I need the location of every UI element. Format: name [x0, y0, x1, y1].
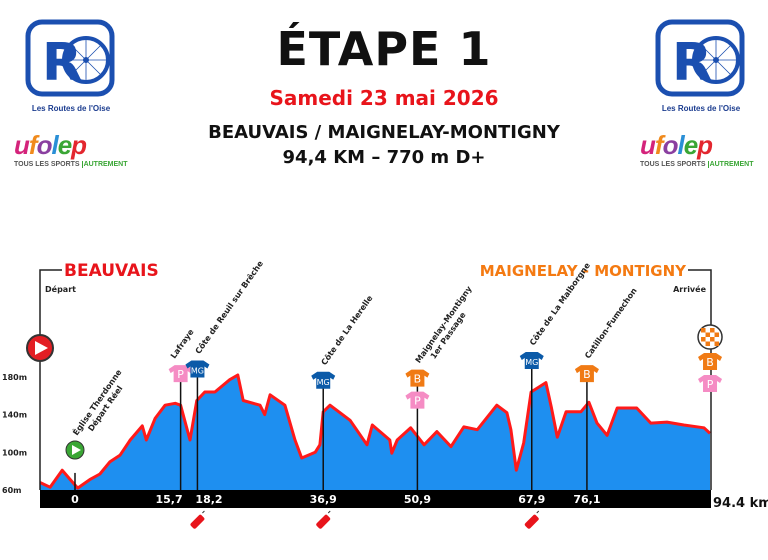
jersey-letter: P — [707, 378, 714, 391]
waypoint-label-line: Catillon-Fumechon — [583, 286, 639, 360]
points-jersey-icon: P — [698, 375, 723, 392]
profile-line — [39, 373, 712, 490]
jersey-shape — [405, 369, 430, 387]
profile-area — [40, 375, 711, 490]
jersey-shape — [168, 365, 193, 383]
jersey-shape — [185, 360, 210, 378]
flag-check — [714, 332, 720, 337]
bottle-cap — [202, 510, 205, 514]
start-town: BEAUVAIS — [64, 261, 159, 281]
jersey-shape — [519, 351, 544, 369]
ufolep-logo-left: ufolep TOUS LES SPORTS AUTREMENT — [14, 130, 128, 168]
waypoint-label: Église TherdonneDépart Réel — [70, 366, 132, 443]
waypoint-label: Catillon-Fumechon — [583, 286, 639, 360]
feed-zone-bottle-icon — [524, 510, 540, 529]
stage-distance: 94,4 KM – 770 m D+ — [282, 147, 486, 168]
organizer-name-left: Les Routes de l'Oise — [31, 104, 111, 113]
x-tick-label: 18,2 — [195, 493, 222, 506]
x-tick-label: 0 — [71, 493, 79, 506]
jersey-letter: P — [177, 368, 184, 381]
waypoint-label-line: Côte de La Herelle — [319, 293, 375, 367]
points-jersey-icon: P — [405, 391, 430, 409]
waypoint-label-line: Lafraye — [169, 327, 196, 360]
jersey-shape — [311, 371, 336, 389]
jersey-shape — [574, 365, 599, 383]
flag-check — [710, 337, 715, 342]
flag-arrow — [72, 445, 81, 455]
total-distance-label: 94.4 km — [713, 496, 768, 511]
jersey-letter: MG — [317, 378, 330, 387]
mountain-jersey-icon: MG — [311, 371, 336, 389]
x-tick-label: 36,9 — [310, 493, 337, 506]
waypoint-label-line: Côte de Reuil sur Brêche — [193, 258, 265, 355]
jersey-letter: MG — [191, 366, 204, 375]
bonus-jersey-icon: B — [405, 369, 430, 387]
bottle-cap — [327, 510, 331, 514]
distance-axis-bar — [40, 490, 711, 508]
x-tick-label: 50,9 — [404, 493, 431, 506]
mountain-jersey-icon: MG — [185, 360, 210, 378]
rd-wheel-logo-icon: R — [655, 19, 745, 97]
ufolep-tagline: TOUS LES SPORTS AUTREMENT — [14, 161, 128, 168]
bottle-body — [316, 514, 331, 529]
start-label: Départ — [45, 284, 76, 294]
feed-zone-bottle-icon — [316, 510, 331, 529]
jersey-letter: B — [706, 356, 714, 369]
ufolep-logo-right: ufolep TOUS LES SPORTS AUTREMENT — [640, 130, 754, 168]
flag-check — [701, 337, 706, 342]
flag-check — [705, 332, 711, 337]
jersey-letter: B — [583, 368, 591, 381]
finish-label: Arrivée — [673, 284, 706, 294]
waypoint-label: Côte de La Herelle — [319, 293, 375, 367]
stage-date: Samedi 23 mai 2026 — [269, 86, 499, 110]
finish-bracket — [688, 269, 712, 490]
jersey-letter: P — [414, 395, 421, 408]
stage-route: BEAUVAIS / MAIGNELAY-MONTIGNY — [208, 122, 560, 143]
rd-wheel-logo-icon: R — [25, 19, 115, 97]
points-jersey-icon: P — [168, 365, 193, 383]
real-start-flag-icon — [65, 440, 85, 460]
ufolep-wordmark: ufolep — [640, 130, 713, 160]
start-bracket — [39, 269, 62, 490]
x-tick-label: 67,9 — [518, 493, 545, 506]
y-tick-label: 100m — [2, 448, 27, 457]
bonus-jersey-icon: B — [574, 365, 599, 383]
x-tick-label: 15,7 — [155, 493, 182, 506]
flag-check — [701, 328, 706, 333]
flag-check — [714, 341, 720, 346]
jersey-shape — [405, 391, 430, 409]
jersey-shape — [698, 375, 723, 392]
stage-title: ÉTAPE 1 — [276, 22, 492, 76]
organizer-logo-right: R — [650, 18, 750, 104]
bottle-body — [524, 514, 539, 529]
jersey-shape — [698, 353, 723, 370]
waypoint-label-line: Maignelay-Montigny — [414, 284, 474, 365]
y-tick-label: 140m — [2, 411, 27, 420]
finish-town: MAIGNELAY - MONTIGNY — [480, 262, 687, 280]
y-tick-label: 60m — [2, 486, 21, 495]
y-tick-label: 180m — [2, 373, 27, 382]
ufolep-wordmark: ufolep — [14, 130, 87, 160]
organizer-name-right: Les Routes de l'Oise — [661, 104, 741, 113]
bottle-cap — [536, 510, 540, 514]
flag-check — [710, 328, 715, 333]
waypoint-label: Côte de Reuil sur Brêche — [193, 258, 265, 355]
bottle-body — [190, 514, 205, 529]
finish-checkered-flag-icon — [697, 324, 723, 350]
ufolep-tagline: TOUS LES SPORTS AUTREMENT — [640, 161, 754, 168]
jersey-letter: MG — [525, 358, 538, 367]
waypoint-label: Maignelay-Montigny1er Passage — [414, 284, 483, 371]
start-play-icon — [26, 334, 54, 362]
feed-zone-bottle-icon — [190, 510, 205, 529]
jersey-letter: B — [414, 373, 422, 386]
flag-check — [705, 341, 711, 346]
organizer-logo-left: R — [20, 18, 120, 104]
x-tick-label: 76,1 — [573, 493, 600, 506]
bonus-jersey-icon: B — [698, 353, 723, 370]
mountain-jersey-icon: MG — [519, 351, 544, 369]
waypoint-label: Lafraye — [169, 327, 196, 360]
